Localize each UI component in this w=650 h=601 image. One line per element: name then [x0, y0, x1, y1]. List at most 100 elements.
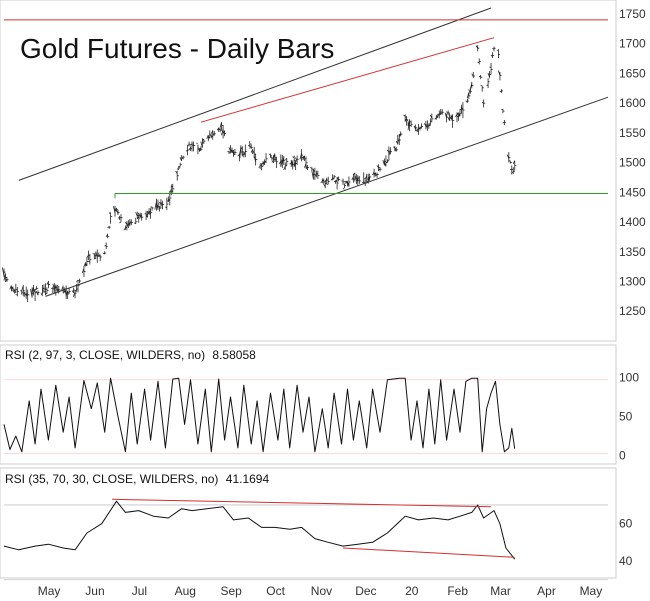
x-tick-label: Feb: [447, 584, 468, 598]
price-bar: [460, 102, 465, 119]
price-trend-line: [45, 96, 609, 297]
x-tick-label: 20: [405, 584, 419, 598]
price-bar: [489, 62, 493, 75]
price-bar: [342, 183, 347, 190]
rsi-slow-header: RSI (35, 70, 30, CLOSE, WILDERS, no) 41.…: [5, 472, 269, 486]
price-bar: [33, 289, 37, 301]
price-bar: [240, 146, 244, 157]
rsi-slow-parameters: RSI (35, 70, 30, CLOSE, WILDERS, no): [5, 472, 218, 486]
price-bar: [419, 123, 424, 129]
price-bar: [326, 176, 330, 186]
rsi-slow-y-tick-label: 60: [619, 517, 633, 531]
x-tick-label: Jul: [132, 584, 147, 598]
price-y-tick-label: 1500: [619, 156, 646, 170]
price-bar: [81, 266, 86, 278]
price-bar: [469, 81, 474, 91]
x-tick-label: Dec: [355, 584, 376, 598]
price-bar: [253, 153, 258, 166]
price-bar: [481, 99, 486, 108]
price-panel: Gold Futures - Daily Bars 1250 1300 1350 14…: [0, 0, 646, 342]
price-bar: [492, 46, 496, 52]
price-bar: [367, 173, 372, 182]
price-bar: [490, 52, 495, 58]
price-bar: [5, 277, 9, 282]
x-tick-label: Nov: [311, 584, 332, 598]
price-bar: [284, 158, 289, 166]
price-bar: [497, 70, 502, 81]
price-bar: [378, 167, 382, 172]
price-bar: [499, 89, 504, 93]
price-bar: [88, 253, 92, 265]
price-bar: [73, 290, 77, 299]
price-bar: [506, 152, 511, 163]
price-bar: [25, 289, 30, 302]
rsi-fast-y-tick-label: 0: [619, 449, 626, 463]
price-bar: [394, 147, 398, 152]
price-bar: [496, 49, 501, 58]
price-bar: [336, 176, 341, 182]
price-bar: [477, 58, 481, 65]
price-bar: [305, 164, 310, 171]
price-y-tick-label: 1450: [619, 185, 646, 199]
price-bar: [247, 141, 252, 147]
price-bar: [471, 71, 475, 78]
rsi-fast-header: RSI (2, 97, 3, CLOSE, WILDERS, no) 8.580…: [5, 348, 256, 362]
price-y-tick-label: 1250: [619, 304, 646, 318]
price-bar: [133, 217, 138, 224]
price-bar: [57, 286, 61, 294]
rsi-slow-panel-frame: [0, 467, 617, 579]
price-bar: [341, 178, 345, 185]
rsi-fast-y-tick-label: 100: [619, 370, 639, 384]
chart-title: Gold Futures - Daily Bars: [20, 33, 334, 64]
x-tick-label: May: [580, 584, 603, 598]
price-bar: [512, 160, 517, 171]
price-bar: [201, 138, 206, 144]
price-bar: [34, 286, 39, 290]
price-bar: [316, 170, 320, 179]
price-bar: [2, 267, 6, 278]
price-bar: [346, 176, 351, 187]
price-bar: [404, 116, 409, 126]
price-bar: [222, 130, 227, 137]
price-bar: [129, 219, 133, 226]
price-bar: [150, 206, 154, 211]
price-bar: [478, 75, 483, 80]
price-bar: [375, 172, 379, 178]
price-bar: [388, 147, 392, 156]
price-bar: [243, 144, 247, 158]
price-bar: [502, 119, 506, 126]
price-bar: [160, 200, 165, 210]
price-bar: [486, 78, 490, 89]
rsi-fast-parameters: RSI (2, 97, 3, CLOSE, WILDERS, no): [5, 348, 205, 362]
price-bar: [487, 71, 492, 79]
price-bar: [480, 85, 484, 92]
price-bar: [85, 257, 89, 267]
price-bar: [281, 156, 286, 165]
x-tick-label: Oct: [266, 584, 285, 598]
price-bar: [440, 109, 444, 115]
price-bar: [446, 110, 450, 116]
price-bar: [116, 209, 120, 215]
rsi-slow-panel: RSI (35, 70, 30, CLOSE, WILDERS, no) 41.…: [0, 467, 633, 581]
price-bar: [148, 208, 153, 219]
price-bar: [466, 92, 471, 100]
price-bar: [107, 225, 111, 229]
price-bar: [108, 211, 113, 224]
x-axis: May Jun Jul Aug Sep Oct Nov Dec 20 Feb Mar Apr May: [38, 584, 602, 598]
price-bar: [11, 286, 15, 292]
x-tick-label: Sep: [220, 584, 242, 598]
price-bar: [429, 113, 434, 123]
price-bar: [104, 242, 108, 250]
price-trend-line: [18, 7, 492, 181]
price-bar: [212, 130, 216, 137]
price-y-tick-label: 1400: [619, 215, 646, 229]
price-bar: [187, 141, 191, 147]
price-y-tick-label: 1300: [619, 275, 646, 289]
price-bar: [191, 141, 196, 152]
price-bar: [181, 155, 185, 160]
x-tick-label: Jun: [85, 584, 104, 598]
price-bar: [274, 156, 278, 169]
x-tick-label: May: [38, 584, 61, 598]
